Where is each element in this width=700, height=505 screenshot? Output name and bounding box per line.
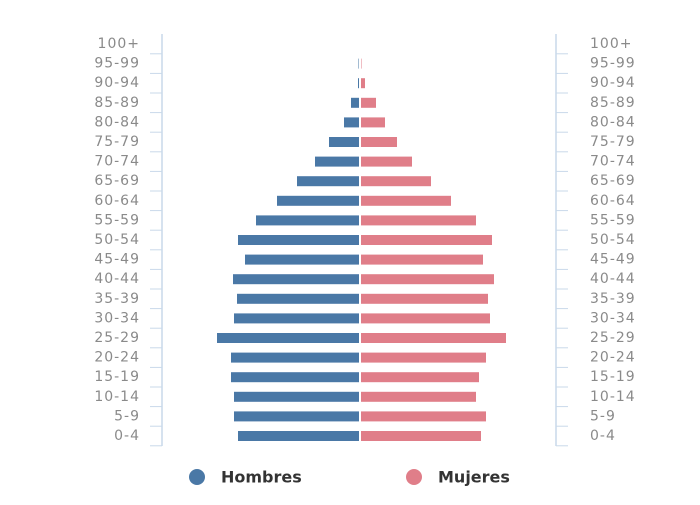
bar bbox=[234, 313, 359, 324]
bar bbox=[361, 156, 412, 167]
bar bbox=[277, 195, 359, 206]
legend-label: Mujeres bbox=[438, 468, 510, 487]
bar bbox=[361, 293, 488, 304]
right-category-label: 55-59 bbox=[590, 212, 636, 228]
bar bbox=[361, 235, 492, 245]
right-category-label: 10-14 bbox=[590, 389, 636, 405]
left-category-label: 0-4 bbox=[114, 428, 140, 444]
right-category-label: 30-34 bbox=[590, 310, 636, 326]
left-category-label: 95-99 bbox=[94, 56, 140, 72]
bar bbox=[361, 215, 476, 226]
bar bbox=[361, 176, 431, 187]
left-category-label: 60-64 bbox=[94, 193, 140, 209]
bar bbox=[231, 372, 359, 383]
bar bbox=[361, 274, 494, 285]
left-category-label: 55-59 bbox=[94, 212, 140, 228]
bar bbox=[344, 117, 359, 128]
left-category-label: 45-49 bbox=[94, 252, 140, 268]
right-category-label: 25-29 bbox=[590, 330, 636, 346]
right-category-label: 0-4 bbox=[590, 428, 616, 444]
right-category-label: 15-19 bbox=[590, 369, 636, 385]
right-category-label: 75-79 bbox=[590, 134, 636, 150]
left-category-label: 70-74 bbox=[94, 154, 140, 170]
bar bbox=[361, 117, 385, 128]
right-category-label: 5-9 bbox=[590, 408, 616, 424]
left-category-label: 5-9 bbox=[114, 408, 140, 424]
left-category-label: 50-54 bbox=[94, 232, 140, 248]
bar bbox=[233, 274, 359, 285]
left-category-label: 90-94 bbox=[94, 75, 140, 91]
legend-label: Hombres bbox=[221, 468, 302, 487]
legend-swatch bbox=[406, 469, 422, 485]
left-category-label: 100+ bbox=[98, 36, 140, 52]
right-category-label: 90-94 bbox=[590, 75, 636, 91]
bar bbox=[351, 97, 359, 108]
bar bbox=[238, 431, 359, 441]
right-category-label: 45-49 bbox=[590, 252, 636, 268]
left-category-label: 65-69 bbox=[94, 173, 140, 189]
bar bbox=[237, 293, 359, 304]
bar bbox=[245, 254, 359, 265]
bar bbox=[361, 431, 481, 441]
bar bbox=[358, 58, 359, 69]
bar bbox=[256, 215, 359, 226]
bar bbox=[361, 352, 486, 363]
right-category-label: 50-54 bbox=[590, 232, 636, 248]
left-category-label: 40-44 bbox=[94, 271, 140, 287]
left-category-label: 25-29 bbox=[94, 330, 140, 346]
left-category-label: 85-89 bbox=[94, 95, 140, 111]
bar bbox=[361, 333, 506, 343]
right-category-label: 60-64 bbox=[590, 193, 636, 209]
bar bbox=[297, 176, 359, 187]
bar bbox=[234, 391, 359, 402]
left-category-label: 80-84 bbox=[94, 114, 140, 130]
bar bbox=[361, 137, 397, 147]
bar bbox=[361, 391, 476, 402]
right-category-label: 20-24 bbox=[590, 350, 636, 366]
right-category-label: 35-39 bbox=[590, 291, 636, 307]
bar bbox=[361, 254, 483, 265]
legend-swatch bbox=[189, 469, 205, 485]
bar bbox=[361, 58, 362, 69]
bar bbox=[361, 97, 376, 108]
right-category-label: 95-99 bbox=[590, 56, 636, 72]
left-category-label: 10-14 bbox=[94, 389, 140, 405]
left-category-label: 15-19 bbox=[94, 369, 140, 385]
bar bbox=[234, 411, 359, 422]
left-category-label: 75-79 bbox=[94, 134, 140, 150]
bar bbox=[231, 352, 359, 363]
right-category-label: 80-84 bbox=[590, 114, 636, 130]
bar bbox=[361, 372, 479, 383]
left-category-label: 35-39 bbox=[94, 291, 140, 307]
right-category-label: 65-69 bbox=[590, 173, 636, 189]
bar bbox=[217, 333, 359, 343]
bar bbox=[361, 411, 486, 422]
left-category-label: 20-24 bbox=[94, 350, 140, 366]
bar bbox=[361, 78, 365, 89]
bar bbox=[361, 195, 451, 206]
left-category-label: 30-34 bbox=[94, 310, 140, 326]
right-category-label: 85-89 bbox=[590, 95, 636, 111]
right-category-label: 70-74 bbox=[590, 154, 636, 170]
right-category-label: 40-44 bbox=[590, 271, 636, 287]
bar bbox=[315, 156, 359, 167]
bar bbox=[361, 313, 490, 324]
bar bbox=[238, 235, 359, 245]
bar bbox=[329, 137, 359, 147]
bar bbox=[358, 78, 359, 89]
right-category-label: 100+ bbox=[590, 36, 632, 52]
